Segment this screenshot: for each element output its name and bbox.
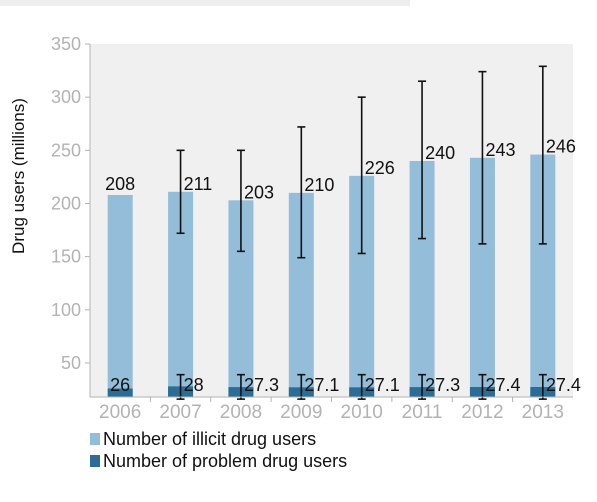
x-tick-label: 2013: [522, 402, 564, 423]
legend-label-problem: Number of problem drug users: [103, 451, 347, 471]
x-tick-label: 2011: [402, 402, 443, 423]
bars-layer: [107, 154, 556, 397]
error-bars-layer: [176, 65, 547, 400]
legend-swatch-illicit: [90, 433, 100, 445]
y-tick-label: 100: [51, 300, 81, 320]
bar-illicit-users: [107, 194, 133, 397]
top-rule: [0, 0, 410, 6]
data-label-illicit: 243: [485, 140, 515, 160]
data-label-problem: 28: [184, 375, 204, 395]
x-tick-label: 2007: [159, 402, 201, 423]
y-tick-label: 300: [51, 87, 81, 107]
y-tick-label: 150: [51, 247, 81, 267]
data-label-problem: 27.3: [244, 375, 279, 395]
y-tick-label: 250: [51, 140, 81, 160]
data-labels: 208 26 211 28 203 27.3 210 27.1 226 27.1 240 27.3 24…: [105, 137, 581, 395]
data-label-illicit: 246: [546, 137, 576, 157]
y-axis-label: Drug users (millions): [9, 98, 28, 254]
data-label-illicit: 208: [105, 174, 135, 194]
bar-problem-users: [107, 388, 133, 397]
data-label-illicit: 226: [365, 158, 395, 178]
data-label-problem: 27.1: [304, 375, 339, 395]
y-ticks: 50 100 150 200 250 300 350: [51, 34, 90, 373]
data-label-illicit: 211: [184, 174, 213, 194]
data-label-problem: 26: [110, 375, 130, 395]
plot-background: [90, 44, 573, 397]
x-tick-label: 2006: [99, 402, 141, 423]
legend-swatch-problem: [90, 455, 100, 467]
x-tick-label: 2012: [461, 402, 503, 423]
data-label-illicit: 210: [304, 175, 334, 195]
legend-label-illicit: Number of illicit drug users: [103, 429, 316, 449]
data-label-problem: 27.3: [425, 375, 460, 395]
data-label-problem: 27.4: [546, 375, 581, 395]
y-tick-label: 350: [51, 34, 81, 54]
data-label-illicit: 203: [244, 182, 274, 202]
data-label-problem: 27.1: [365, 375, 400, 395]
data-label-problem: 27.4: [485, 375, 520, 395]
x-tick-label: 2008: [220, 402, 262, 423]
x-ticks: 2006 2007 2008 2009 2010 2011 2012 2013: [99, 397, 564, 423]
x-tick-label: 2009: [280, 402, 322, 423]
x-tick-label: 2010: [341, 402, 383, 423]
y-tick-label: 200: [51, 193, 81, 213]
y-tick-label: 50: [61, 353, 81, 373]
data-label-illicit: 240: [425, 143, 455, 163]
legend: Number of illicit drug users Number of p…: [90, 429, 347, 471]
